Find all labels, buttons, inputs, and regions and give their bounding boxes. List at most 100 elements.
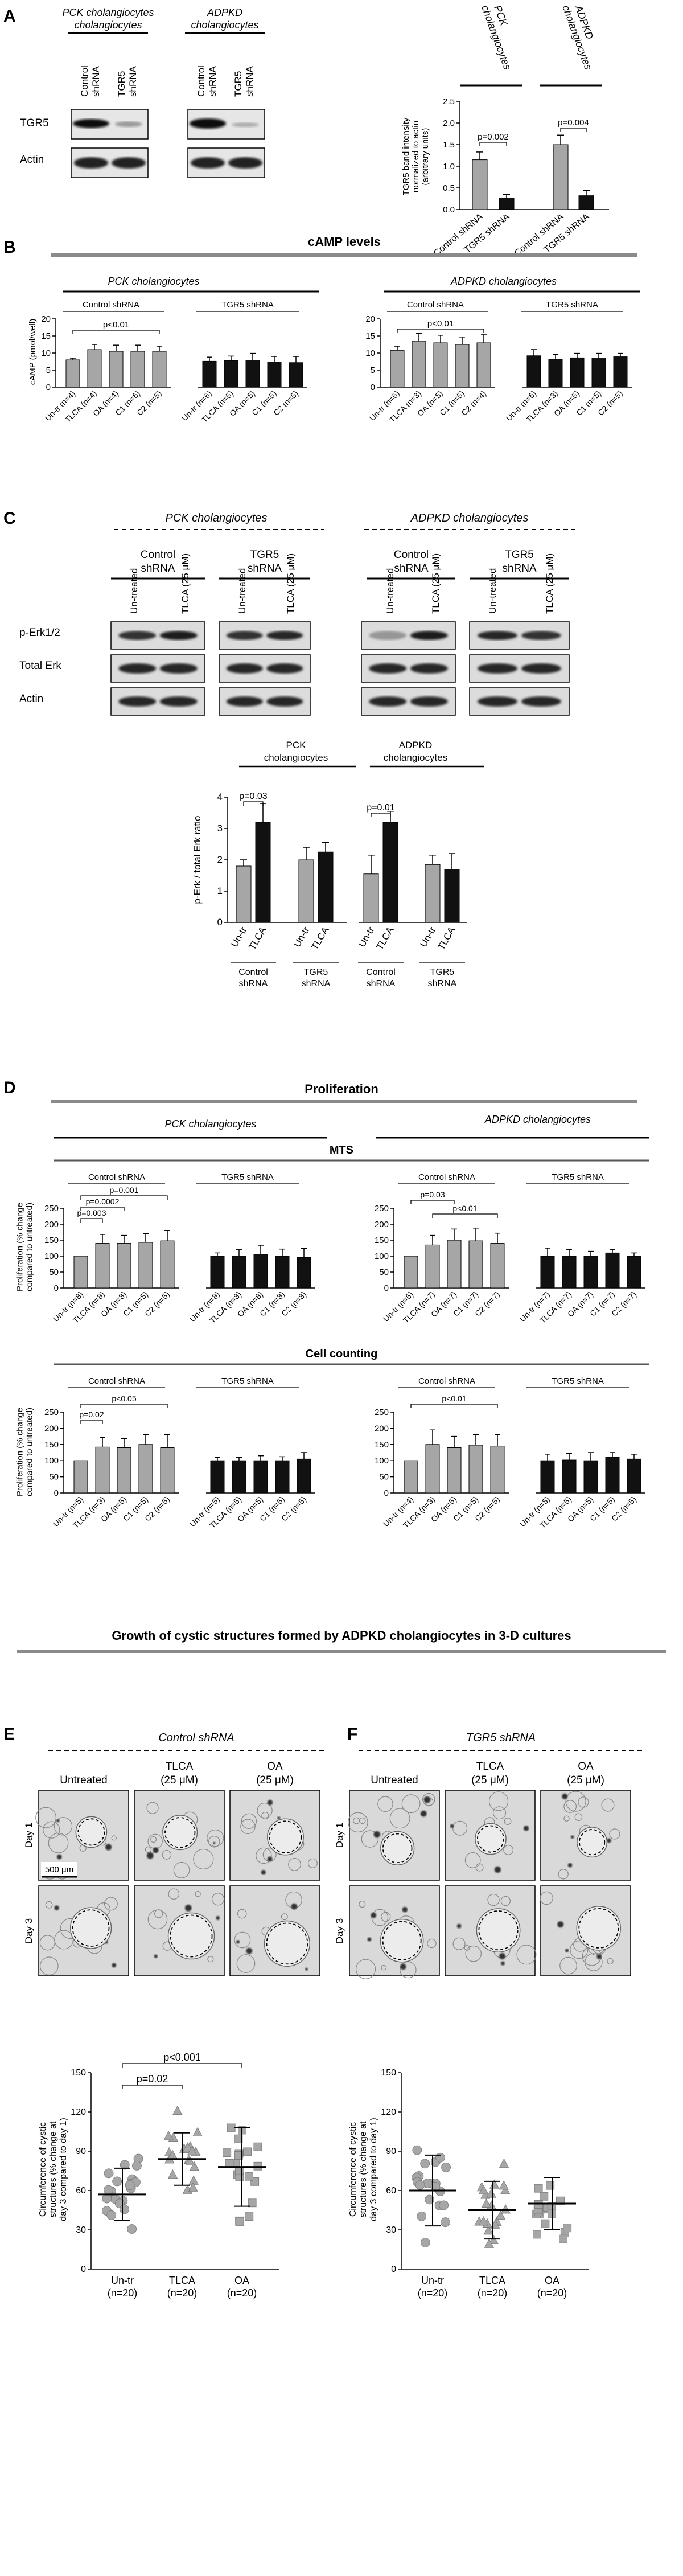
cell-blob [487,1893,500,1906]
microscopy-image [540,1790,631,1881]
cyst-outline [77,1818,105,1846]
debris [567,1863,573,1868]
bar [202,360,217,388]
axis-label-line: normalized to actin [411,121,421,192]
cell-blob [389,1808,410,1829]
blot-band [369,696,407,707]
blot-band [521,663,561,674]
y-tick-label: 0 [81,2265,86,2274]
debris [277,1816,281,1820]
axis-label-line: cAMP (pmol/well) [28,319,38,385]
y-tick-label: 250 [375,1408,389,1417]
y-tick-label: 250 [44,1408,59,1417]
bar [548,359,563,388]
cell-blob [39,1956,59,1976]
axis-label-line: compared to untreated) [25,1203,35,1291]
y-axis-label: Circumference of cystic structures (% cha… [38,2118,68,2221]
cell-blob [111,1835,117,1841]
cyst-outline [382,1921,422,1960]
group-label: shRNA [428,979,457,988]
y-tick-label: 20 [41,314,51,324]
x-tick-label: TLCA [169,2275,195,2286]
lane-label: Control [79,65,90,97]
x-tick-label: Un-tr [418,925,438,949]
cell-blob [565,1791,586,1812]
bar [318,851,334,923]
sig-label: p=0.001 [110,1186,139,1195]
sig-label: p=0.01 [367,803,394,813]
blot-band [226,696,263,707]
subsection-title: Cell counting [306,1348,378,1360]
cell-blob [241,1813,257,1829]
data-point [172,2105,183,2115]
data-point [499,2158,509,2168]
data-point [125,2180,135,2191]
y-tick-label: 30 [386,2225,396,2235]
cyst-outline [266,1922,308,1965]
scale-label: 500 μm [45,1865,73,1874]
y-tick-label: 0 [217,917,223,928]
group-label: shRNA [502,563,537,575]
y-tick-label: 0 [391,2265,396,2274]
data-point [415,2180,425,2190]
x-tick-label: TLCA [246,925,269,952]
y-tick-label: 90 [76,2147,86,2156]
debris [112,1963,117,1968]
axis-label-line: Proliferation (% change [15,1203,25,1291]
data-point [253,2142,262,2151]
row-label: Day 3 [23,1918,34,1943]
row-label: Day 1 [23,1823,34,1848]
cyst-outline [478,1910,519,1951]
y-tick-label: 5 [46,366,51,375]
x-tick-label: Un-tr [421,2275,444,2286]
bar [298,859,314,923]
group-label: Control [238,967,268,977]
bar [210,1256,225,1289]
debris [450,1824,454,1828]
y-tick-label: 0 [371,383,375,392]
x-tick-label: TLCA [435,925,458,952]
y-tick-label: 150 [375,1440,389,1450]
sig-bracket [410,1200,455,1204]
cell-blob [234,1931,251,1949]
row-label: Actin [19,693,43,705]
data-point [102,2193,112,2204]
debris [596,1954,602,1959]
bar [382,822,398,923]
y-tick-label: 100 [375,1456,389,1466]
data-point [483,2225,493,2235]
debris [421,1813,423,1816]
cyst [75,1816,108,1848]
microscopy-image [445,1885,537,1976]
lane-label: Un-treated [385,568,396,614]
data-point [235,2217,244,2226]
y-tick-label: 4 [217,791,223,802]
sig-label: p=0.02 [137,2073,168,2085]
group-label: PCK cholangiocytes [108,276,199,287]
group-label: Control shRNA [418,1376,475,1386]
sig-bracket [410,1404,498,1408]
scale-bg [41,1862,77,1876]
data-point [104,2168,114,2179]
cell-blob [452,1820,468,1836]
bar [613,356,628,388]
axis-label-line: Circumference of cystic [348,2122,358,2217]
bar [160,1240,175,1289]
group-label: ADPKD cholangiocytes [484,1114,591,1125]
debris [267,1799,273,1806]
blot-band [159,631,198,640]
group-label: shRNA [248,563,282,575]
bar [95,1243,110,1289]
sig-label: p<0.05 [112,1394,136,1403]
bar [562,1256,577,1289]
group-label: shRNA [302,979,331,988]
bar [232,1256,246,1289]
cell-blob [377,1796,393,1812]
y-tick-label: 15 [365,331,375,341]
data-point [234,2134,243,2143]
blot-band [369,631,407,640]
cell-blob [261,1811,269,1820]
lane-label: TLCA (25 μM) [430,553,441,614]
bar [468,1240,483,1289]
